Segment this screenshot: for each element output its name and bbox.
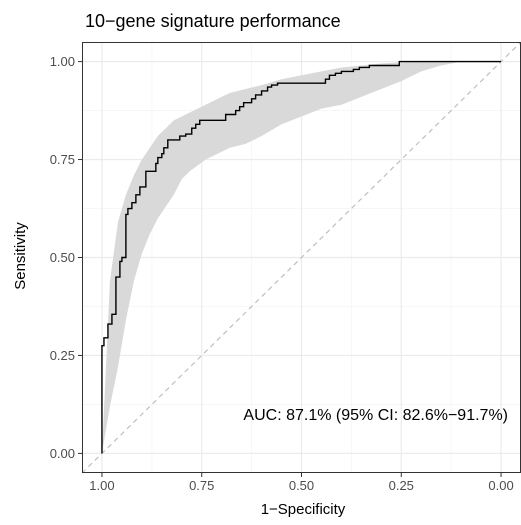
y-tick-label: 0.50 — [50, 250, 75, 265]
chart-title: 10−gene signature performance — [85, 11, 341, 31]
auc-annotation: AUC: 87.1% (95% CI: 82.6%−91.7%) — [243, 407, 508, 424]
x-tick-label: 1.00 — [89, 478, 114, 493]
y-tick-label: 0.25 — [50, 348, 75, 363]
y-axis-ticks: 0.00 0.25 0.50 0.75 1.00 — [50, 54, 82, 461]
plot-panel: AUC: 87.1% (95% CI: 82.6%−91.7%) — [81, 41, 521, 474]
y-tick-label: 1.00 — [50, 54, 75, 69]
x-axis-title: 1−Specificity — [261, 501, 346, 518]
x-tick-label: 0.00 — [488, 478, 513, 493]
x-tick-label: 0.25 — [389, 478, 414, 493]
y-tick-label: 0.00 — [50, 446, 75, 461]
x-tick-label: 0.75 — [189, 478, 214, 493]
x-tick-label: 0.50 — [289, 478, 314, 493]
x-axis-ticks: 1.00 0.75 0.50 0.25 0.00 — [89, 473, 514, 493]
y-axis-title: Sensitivity — [12, 222, 29, 290]
y-tick-label: 0.75 — [50, 152, 75, 167]
roc-curve-line — [101, 60, 502, 454]
confidence-interval-band — [101, 61, 502, 454]
reference-diagonal-line — [81, 41, 521, 474]
